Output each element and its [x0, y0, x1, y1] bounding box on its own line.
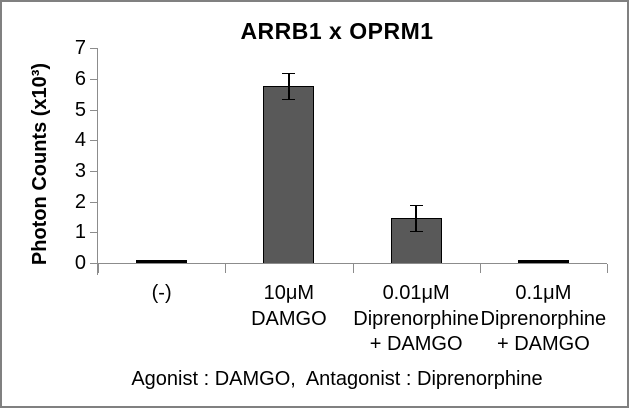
x-axis-tick	[479, 264, 481, 273]
x-category-label: (-)	[151, 282, 172, 304]
error-bar-cap-bottom	[409, 230, 423, 233]
x-axis-tick	[352, 264, 354, 273]
chart-title: ARRB1 x OPRM1	[240, 18, 434, 44]
x-category-label: 10μM DAMGO	[251, 282, 327, 330]
x-axis-tick	[98, 264, 99, 273]
y-tick-label: 6	[74, 67, 86, 90]
x-category-label: 0.1μM Diprenorphine + DAMGO	[480, 282, 607, 355]
error-bar-line	[415, 204, 417, 233]
x-axis-line	[90, 263, 607, 264]
error-bar-cap-bottom	[282, 98, 296, 101]
y-axis-tick	[90, 263, 97, 264]
y-tick-label: 7	[74, 37, 86, 60]
y-axis-tick	[90, 48, 97, 50]
y-tick-label: 3	[74, 159, 86, 182]
y-axis-tick	[90, 78, 97, 80]
y-axis-tick	[90, 109, 97, 111]
chart-caption: Agonist : DAMGO, Antagonist : Diprenorph…	[131, 368, 543, 390]
y-axis-tick	[90, 140, 97, 142]
y-tick-label: 4	[74, 129, 86, 152]
y-axis-tick	[90, 232, 97, 234]
bar	[263, 86, 315, 263]
y-tick-label: 5	[74, 98, 86, 121]
x-axis-tick	[607, 264, 608, 273]
y-tick-label: 0	[74, 252, 86, 274]
y-axis-tick	[90, 170, 97, 172]
error-bar-line	[288, 72, 290, 101]
bar	[517, 260, 569, 263]
y-axis-line	[97, 48, 98, 275]
error-bar-cap-top	[409, 204, 423, 207]
x-category-label: 0.01μM Diprenorphine + DAMGO	[353, 282, 479, 355]
y-tick-label: 1	[74, 221, 86, 244]
y-axis-tick	[90, 201, 97, 203]
error-bar-cap-top	[282, 72, 296, 75]
x-axis-tick	[225, 264, 227, 273]
bar	[136, 260, 188, 263]
y-tick-label: 2	[74, 190, 86, 213]
